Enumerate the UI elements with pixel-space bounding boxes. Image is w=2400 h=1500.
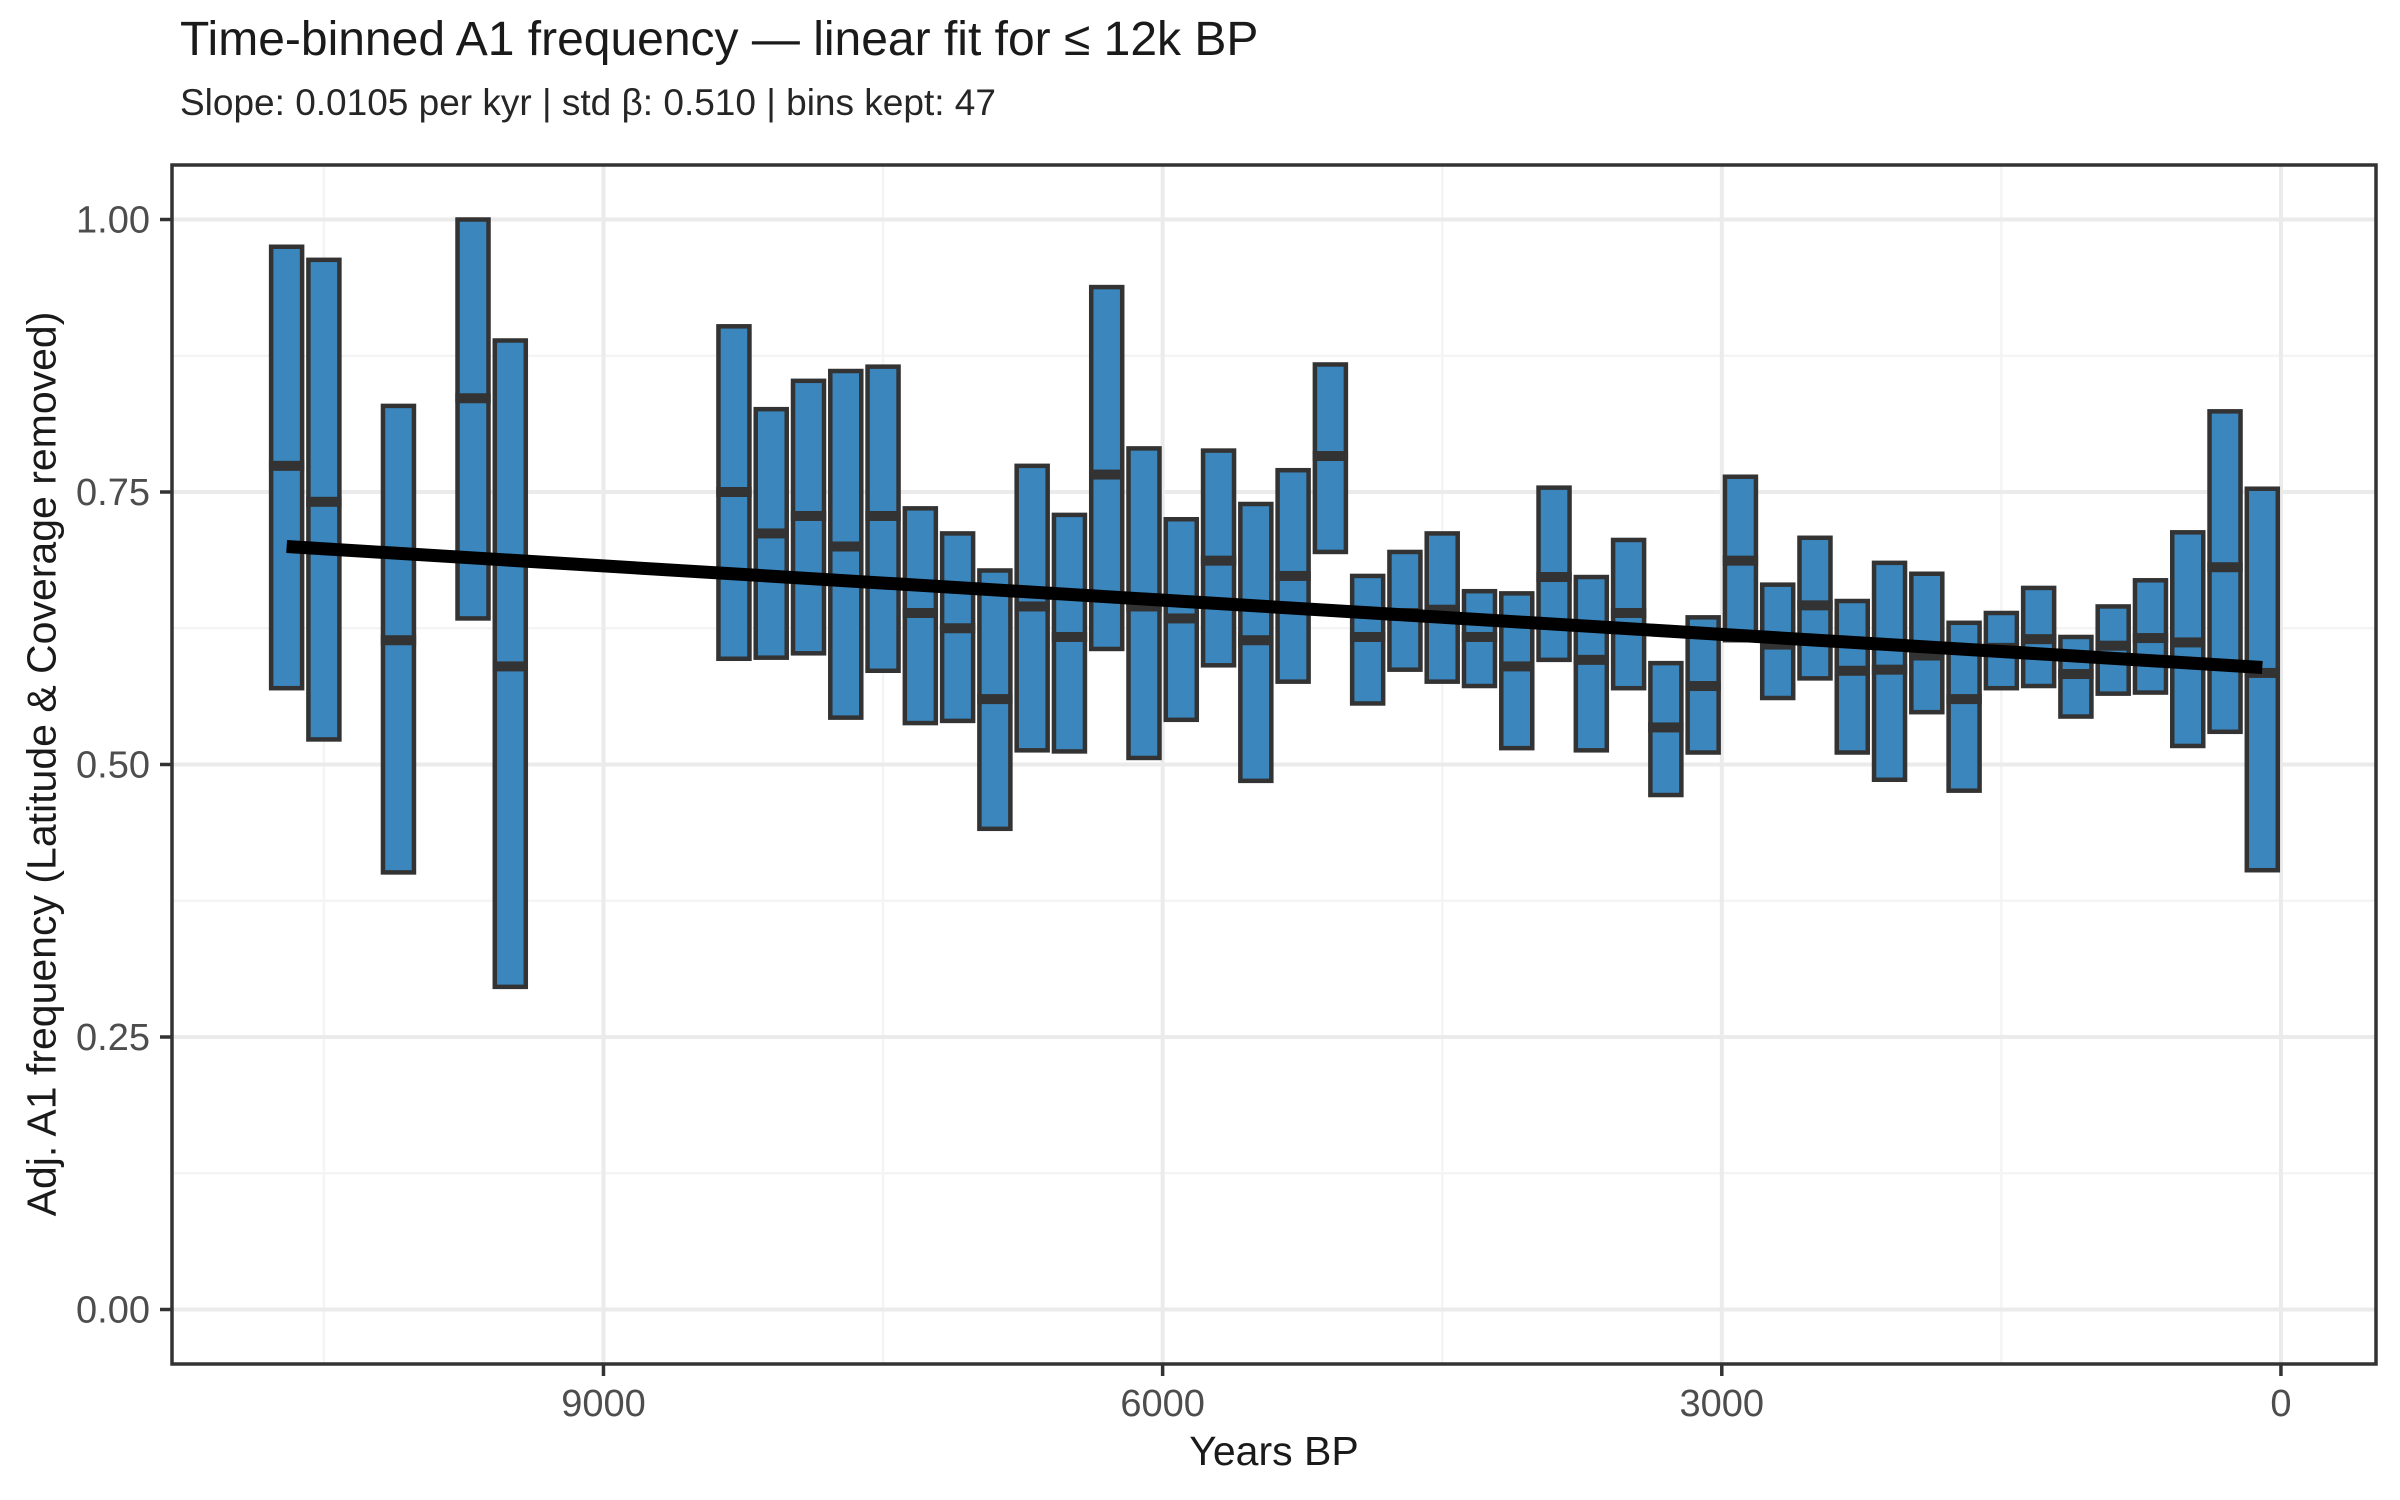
x-axis-title: Years BP [1189,1428,1359,1474]
bin-mid-tick [1163,613,1199,624]
x-tick-label: 9000 [561,1383,646,1425]
bin-mid-tick [1014,601,1050,612]
bin-mid-tick [2207,562,2243,573]
bin-mid-tick [1834,665,1870,676]
bin-mid-tick [2095,640,2131,651]
x-tick-label: 3000 [1680,1383,1765,1425]
bin-bar [1088,284,1125,652]
bin-mid-tick [2058,669,2094,680]
y-tick-label: 0.25 [76,1017,150,1059]
bin-mid-tick [753,528,789,539]
y-tick-label: 0.75 [76,472,150,514]
bin-mid-tick [716,487,752,497]
bin-mid-tick [1275,570,1311,581]
bin-mid-tick [1573,654,1610,665]
y-tick-label: 0.00 [76,1290,150,1332]
bin-mid-tick [1760,639,1796,650]
bin-mid-tick [1499,661,1535,672]
y-axis-title: Adj. A1 frequency (Latitude & Coverage r… [18,311,65,1217]
bin-mid-tick [865,510,901,521]
y-tick-label: 1.00 [76,200,150,242]
bin-mid-tick [380,635,417,646]
bin-mid-tick [1722,555,1759,566]
bin-mid-tick [1126,601,1162,612]
bin-mid-tick [1051,631,1088,642]
bin-mid-tick [1797,600,1833,611]
bin-bar [1834,598,1871,755]
bin-mid-tick [1536,572,1572,583]
bin-mid-tick [1200,555,1237,566]
bin-mid-tick [828,541,864,552]
bin-mid-tick [2132,633,2169,644]
bin-mid-tick [1610,607,1647,618]
bin-mid-tick [1648,722,1684,733]
bin-mid-tick [1909,650,1945,661]
bin-mid-tick [455,393,491,404]
x-tick-label: 6000 [1120,1383,1205,1425]
bin-bar [2244,486,2281,873]
x-tick-label: 0 [2270,1383,2291,1425]
bin-mid-tick [790,510,827,521]
bin-mid-tick [2170,637,2206,648]
bin-mid-tick [2244,667,2281,678]
bin-mid-tick [939,623,976,634]
bin-mid-tick [1871,664,1908,675]
bin-mid-tick [1238,635,1274,646]
y-tick-label: 0.50 [76,745,150,787]
bin-mid-tick [1312,451,1349,462]
bin-mid-tick [1461,631,1498,642]
bin-mid-tick [268,460,305,471]
bin-mid-tick [306,496,342,507]
bin-mid-tick [977,694,1013,705]
bin-mid-tick [1685,681,1721,692]
bin-mid-tick [1349,631,1386,642]
bin-mid-tick [2020,634,2057,645]
bin-mid-tick [902,607,939,618]
bin-mid-tick [492,661,528,672]
chart-title: Time-binned A1 frequency — linear fit fo… [180,13,1259,66]
bin-mid-tick [1946,694,1982,705]
bin-mid-tick [1424,604,1460,615]
linear-fit-line [286,540,2263,674]
chart-subtitle: Slope: 0.0105 per kyr | std β: 0.510 | b… [180,82,996,123]
bin-mid-tick [1089,469,1125,480]
